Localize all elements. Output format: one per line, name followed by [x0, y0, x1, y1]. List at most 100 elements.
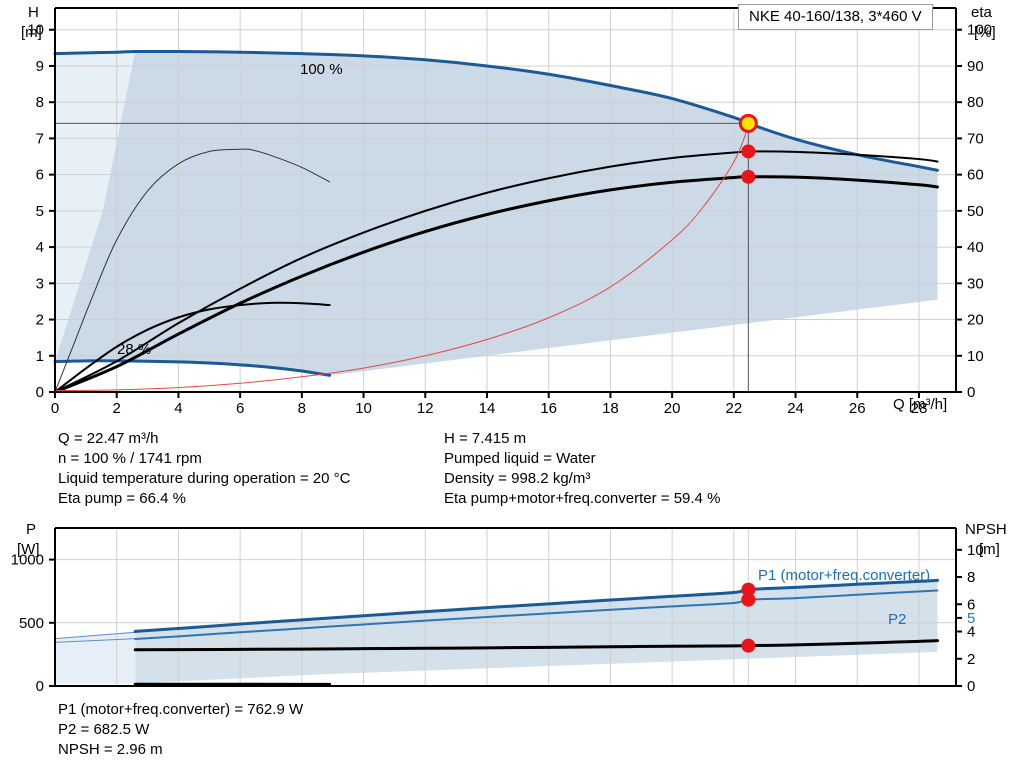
tick-label-left-h: 4	[36, 239, 44, 256]
tick-label-x-q: 10	[355, 400, 372, 417]
tick-label-left-p: 1000	[11, 552, 44, 569]
tick-label-right-eta: 40	[967, 239, 984, 256]
tick-label-x-q: 12	[417, 400, 434, 417]
tick-label-right-eta: 30	[967, 275, 984, 292]
series-label-p2: P2	[888, 611, 907, 628]
tick-label-x-q: 6	[236, 400, 244, 417]
info-pumped-liquid: Pumped liquid = Water	[444, 450, 596, 467]
tick-label-x-q: 28	[911, 400, 928, 417]
marker-p2	[741, 592, 756, 607]
tick-label-right-extra: 5	[967, 610, 975, 627]
tick-label-left-h: 6	[36, 167, 44, 184]
curve-NPSH-curve	[133, 639, 939, 652]
tick-label-right-eta: 70	[967, 130, 984, 147]
curve-eta-thin-upper-curve	[54, 148, 331, 393]
top-right-axis-unit: [%]	[974, 24, 996, 41]
tick-label-right-npsh: 0	[967, 678, 975, 695]
tick-label-left-h: 9	[36, 58, 44, 75]
tick-label-left-h: 10	[27, 22, 44, 39]
curve-npsh-curve	[54, 125, 749, 392]
bottom-right-axis-unit: [m]	[979, 541, 1000, 558]
marker-duty-point	[738, 113, 758, 133]
tick-label-right-eta: 90	[967, 58, 984, 75]
top-x-axis-title: Q [m³/h]	[893, 396, 948, 413]
marker-eta-pump	[741, 144, 756, 159]
tick-label-right-npsh: 8	[967, 569, 975, 586]
tick-label-x-q: 14	[479, 400, 496, 417]
power-envelope-light	[55, 631, 136, 684]
operating-info-right: H = 7.415 m Pumped liquid = Water Densit…	[444, 429, 720, 509]
tick-label-x-q: 4	[174, 400, 182, 417]
tick-label-right-npsh: 2	[967, 651, 975, 668]
marker-npsh	[741, 638, 756, 653]
tick-label-right-eta: 80	[967, 94, 984, 111]
tick-label-x-q: 16	[540, 400, 557, 417]
tick-label-left-h: 2	[36, 312, 44, 329]
tick-label-right-eta: 20	[967, 312, 984, 329]
tick-label-left-p: 500	[19, 615, 44, 632]
power-envelope	[135, 580, 938, 684]
curve-label-100pct: 100 %	[300, 61, 343, 78]
top-operating-markers	[738, 113, 758, 184]
tick-label-right-eta: 10	[967, 348, 984, 365]
model-name-label: NKE 40-160/138, 3*460 V	[749, 8, 922, 25]
curve-P1-curve	[133, 578, 939, 633]
info-p2: P2 = 682.5 W	[58, 721, 150, 738]
tick-label-left-h: 1	[36, 348, 44, 365]
bottom-left-axis-name: P	[26, 521, 37, 538]
bottom-right-axis-name: NPSH	[965, 521, 1007, 538]
top-left-axis-unit: [m]	[21, 24, 42, 41]
info-n: n = 100 % / 1741 rpm	[58, 450, 202, 467]
curve-eta-pump-motor-freq-curve	[53, 175, 939, 394]
info-q: Q = 22.47 m³/h	[58, 430, 159, 447]
tick-label-left-h: 7	[36, 130, 44, 147]
tick-label-right-npsh: 4	[967, 624, 975, 641]
bottom-operating-markers	[741, 582, 756, 653]
tick-label-x-q: 22	[725, 400, 742, 417]
tick-label-x-q: 2	[113, 400, 121, 417]
tick-label-right-eta: 0	[967, 384, 975, 401]
tick-label-x-q: 20	[664, 400, 681, 417]
tick-label-x-q: 8	[298, 400, 306, 417]
top-left-axis-name: H	[28, 4, 39, 21]
tick-label-left-h: 5	[36, 203, 44, 220]
curve-label-28pct: 28 %	[117, 341, 152, 358]
tick-label-left-h: 0	[36, 384, 44, 401]
curve-eta-pump-curve	[54, 150, 939, 393]
tick-label-left-h: 8	[36, 94, 44, 111]
curve-eta-28pct-lower-curve	[54, 301, 331, 393]
info-density: Density = 998.2 kg/m³	[444, 470, 591, 487]
curve-P2-curve	[134, 589, 939, 640]
marker-eta-total	[741, 169, 756, 184]
tick-label-right-eta: 50	[967, 203, 984, 220]
top-right-axis-name: eta	[971, 4, 992, 21]
info-eta-pump: Eta pump = 66.4 %	[58, 490, 186, 507]
bottom-chart: 0 500 1000 0 2 4 6 8 10 5	[11, 527, 984, 695]
bottom-left-axis-unit: [W]	[17, 541, 40, 558]
tick-label-left-p: 0	[36, 678, 44, 695]
curve-head-curve-100pct	[53, 49, 939, 172]
tick-label-x-q: 0	[51, 400, 59, 417]
tick-label-x-q: 18	[602, 400, 619, 417]
info-p1: P1 (motor+freq.converter) = 762.9 W	[58, 701, 304, 718]
operating-info-left: Q = 22.47 m³/h n = 100 % / 1741 rpm Liqu…	[58, 429, 350, 509]
tick-label-x-q: 24	[787, 400, 804, 417]
tick-label-right-npsh: 6	[967, 596, 975, 613]
marker-p1	[741, 582, 756, 597]
model-name-box: NKE 40-160/138, 3*460 V	[738, 4, 933, 30]
power-info: P1 (motor+freq.converter) = 762.9 W P2 =…	[58, 700, 303, 760]
tick-label-right-eta: 60	[967, 167, 984, 184]
tick-label-right-npsh: 10	[967, 542, 984, 559]
tick-label-right-eta: 100	[967, 22, 992, 39]
tick-label-x-q: 26	[849, 400, 866, 417]
info-h: H = 7.415 m	[444, 430, 527, 447]
curve-head-curve-28pct	[53, 359, 332, 377]
info-liquid-temperature: Liquid temperature during operation = 20…	[58, 470, 351, 487]
info-eta-total: Eta pump+motor+freq.converter = 59.4 %	[444, 490, 721, 507]
info-npsh: NPSH = 2.96 m	[58, 741, 163, 758]
series-label-p1: P1 (motor+freq.converter)	[758, 567, 931, 584]
tick-label-left-h: 3	[36, 275, 44, 292]
